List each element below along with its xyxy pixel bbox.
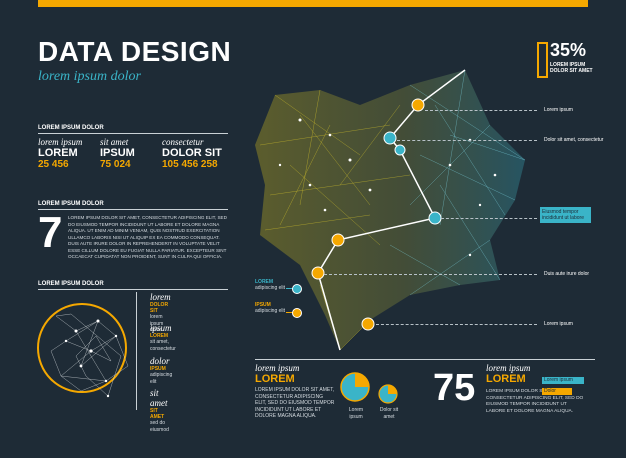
legend-item: sit amet SIT AMET sed do eiusmod (150, 388, 169, 433)
bar-1: Lorem ipsum (542, 377, 584, 384)
legend-dot (292, 284, 302, 294)
pie-1 (340, 372, 370, 402)
callout-line (441, 218, 537, 219)
big-number: 7 (38, 208, 63, 257)
map-legend-item: LOREM adipiscing elit (255, 279, 286, 291)
pie-charts (340, 372, 398, 404)
divider (38, 209, 228, 210)
callout-line (425, 110, 537, 111)
section1-heading: LOREM IPSUM DOLOR (38, 125, 104, 131)
bottom-left-block: lorem ipsum LOREM LOREM IPSUM DOLOR SIT … (255, 363, 335, 419)
pie-slice (388, 385, 397, 394)
bar-2: Dolor (542, 388, 572, 395)
map-callout: Lorem ipsum (544, 321, 573, 327)
divider (38, 289, 228, 290)
legend-item: lorem DOLOR SIT lorem ipsum dolor (150, 292, 171, 333)
percent-label: LOREM IPSUM DOLOR SIT AMET (550, 62, 593, 74)
section2-heading: LOREM IPSUM DOLOR (38, 201, 104, 207)
page-title: DATA DESIGN (38, 36, 232, 67)
section2-text: LOREM IPSUM DOLOR SIT AMET, CONSECTETUR … (68, 215, 227, 259)
divider (255, 359, 595, 360)
legend-rule (136, 292, 137, 410)
top-accent-bar (38, 0, 588, 7)
map-callout: Dolor sit amet, consectetur (544, 137, 604, 143)
percent-value: 35% (550, 40, 587, 60)
legend-item: ipsum LOREM sit amet, consectetur (150, 323, 176, 352)
bottom-right-block: lorem ipsum LOREM LOREM IPSUM DOLOR SIT … (486, 363, 584, 414)
map-callout-highlight: Eiusmod tempor incididunt ut labore (540, 207, 591, 223)
pie-label: Lorem ipsum (348, 407, 364, 420)
section3-heading: LOREM IPSUM DOLOR (38, 281, 104, 287)
percent-marker (537, 42, 548, 78)
pie-2 (378, 384, 398, 404)
globe-network (37, 303, 129, 398)
legend-dot (292, 308, 302, 318)
pie-label: Dolor sit amet (379, 407, 399, 420)
stat-col: sit amet IPSUM 75 024 (100, 137, 135, 170)
map-callout: Duis aute irure dolor (544, 271, 590, 277)
big-stat: 75 (433, 367, 476, 409)
stat-col: consectetur DOLOR SIT 105 456 258 (162, 137, 222, 170)
pie-slice (355, 373, 369, 387)
map-callout: Lorem ipsum (544, 107, 573, 113)
stat-col: lorem ipsum LOREM 25 456 (38, 137, 83, 170)
map-legend-item: IPSUM adipiscing elit (255, 302, 286, 314)
callout-line (324, 274, 537, 275)
divider (38, 133, 228, 134)
callout-line (376, 324, 537, 325)
callout-line (397, 140, 537, 141)
legend-item: dolor IPSUM adipiscing elit (150, 356, 173, 385)
page-subtitle: lorem ipsum dolor (38, 69, 141, 84)
